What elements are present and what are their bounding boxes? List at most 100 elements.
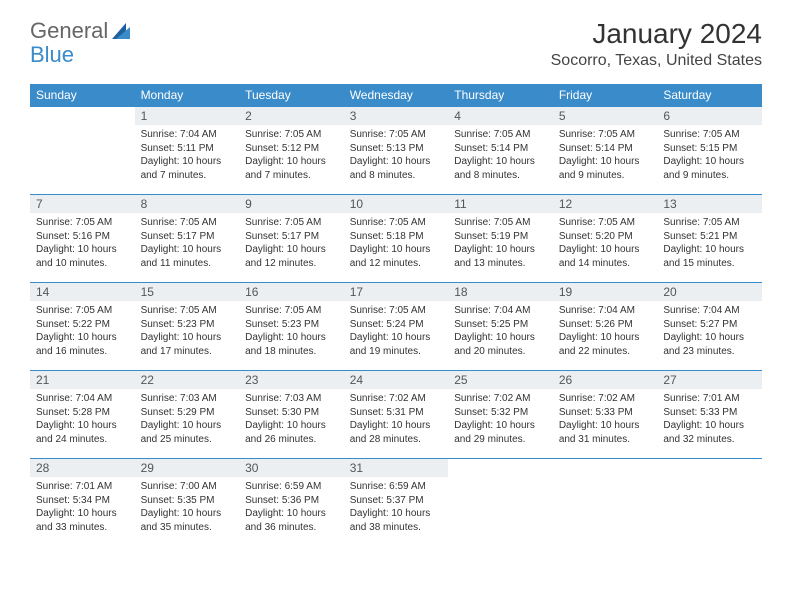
day-number: 2 (239, 107, 344, 125)
month-title: January 2024 (551, 18, 762, 50)
day-number: 29 (135, 459, 240, 477)
logo: General (30, 18, 132, 44)
day-number: 31 (344, 459, 449, 477)
title-block: January 2024 Socorro, Texas, United Stat… (551, 18, 762, 70)
day-number: 15 (135, 283, 240, 301)
day-details: Sunrise: 7:05 AMSunset: 5:23 PMDaylight:… (239, 301, 344, 361)
calendar-day-cell: 7Sunrise: 7:05 AMSunset: 5:16 PMDaylight… (30, 195, 135, 283)
day-details: Sunrise: 7:05 AMSunset: 5:20 PMDaylight:… (553, 213, 658, 273)
calendar-day-cell: 15Sunrise: 7:05 AMSunset: 5:23 PMDayligh… (135, 283, 240, 371)
day-number: 5 (553, 107, 658, 125)
day-details: Sunrise: 7:02 AMSunset: 5:31 PMDaylight:… (344, 389, 449, 449)
calendar-day-cell: 10Sunrise: 7:05 AMSunset: 5:18 PMDayligh… (344, 195, 449, 283)
day-number: 17 (344, 283, 449, 301)
logo-sail-icon (110, 21, 132, 41)
day-of-week-header: Sunday (30, 84, 135, 107)
day-details: Sunrise: 7:00 AMSunset: 5:35 PMDaylight:… (135, 477, 240, 537)
day-number: 25 (448, 371, 553, 389)
calendar-day-cell: 12Sunrise: 7:05 AMSunset: 5:20 PMDayligh… (553, 195, 658, 283)
calendar-day-cell: 5Sunrise: 7:05 AMSunset: 5:14 PMDaylight… (553, 107, 658, 195)
calendar-day-cell: 13Sunrise: 7:05 AMSunset: 5:21 PMDayligh… (657, 195, 762, 283)
calendar-day-cell (657, 459, 762, 547)
calendar-week-row: 7Sunrise: 7:05 AMSunset: 5:16 PMDaylight… (30, 195, 762, 283)
day-details: Sunrise: 7:01 AMSunset: 5:34 PMDaylight:… (30, 477, 135, 537)
calendar-day-cell: 2Sunrise: 7:05 AMSunset: 5:12 PMDaylight… (239, 107, 344, 195)
day-details: Sunrise: 7:04 AMSunset: 5:25 PMDaylight:… (448, 301, 553, 361)
day-details: Sunrise: 7:05 AMSunset: 5:24 PMDaylight:… (344, 301, 449, 361)
calendar-day-cell: 29Sunrise: 7:00 AMSunset: 5:35 PMDayligh… (135, 459, 240, 547)
day-details: Sunrise: 7:05 AMSunset: 5:23 PMDaylight:… (135, 301, 240, 361)
day-of-week-header: Friday (553, 84, 658, 107)
logo-text-1: General (30, 18, 108, 44)
calendar-day-cell: 26Sunrise: 7:02 AMSunset: 5:33 PMDayligh… (553, 371, 658, 459)
day-details: Sunrise: 7:04 AMSunset: 5:27 PMDaylight:… (657, 301, 762, 361)
day-details: Sunrise: 7:05 AMSunset: 5:16 PMDaylight:… (30, 213, 135, 273)
calendar-day-cell: 20Sunrise: 7:04 AMSunset: 5:27 PMDayligh… (657, 283, 762, 371)
calendar-day-cell: 3Sunrise: 7:05 AMSunset: 5:13 PMDaylight… (344, 107, 449, 195)
calendar-day-cell (448, 459, 553, 547)
calendar-day-cell: 16Sunrise: 7:05 AMSunset: 5:23 PMDayligh… (239, 283, 344, 371)
calendar-day-cell: 1Sunrise: 7:04 AMSunset: 5:11 PMDaylight… (135, 107, 240, 195)
calendar-day-cell (30, 107, 135, 195)
calendar-day-cell: 6Sunrise: 7:05 AMSunset: 5:15 PMDaylight… (657, 107, 762, 195)
calendar-body: 1Sunrise: 7:04 AMSunset: 5:11 PMDaylight… (30, 107, 762, 547)
day-details: Sunrise: 7:03 AMSunset: 5:29 PMDaylight:… (135, 389, 240, 449)
day-details: Sunrise: 6:59 AMSunset: 5:37 PMDaylight:… (344, 477, 449, 537)
day-number: 26 (553, 371, 658, 389)
calendar-day-cell: 22Sunrise: 7:03 AMSunset: 5:29 PMDayligh… (135, 371, 240, 459)
day-details: Sunrise: 7:05 AMSunset: 5:17 PMDaylight:… (239, 213, 344, 273)
day-number: 4 (448, 107, 553, 125)
calendar-day-cell: 14Sunrise: 7:05 AMSunset: 5:22 PMDayligh… (30, 283, 135, 371)
calendar-day-cell: 8Sunrise: 7:05 AMSunset: 5:17 PMDaylight… (135, 195, 240, 283)
day-number: 6 (657, 107, 762, 125)
day-details: Sunrise: 7:04 AMSunset: 5:11 PMDaylight:… (135, 125, 240, 185)
day-details: Sunrise: 7:05 AMSunset: 5:15 PMDaylight:… (657, 125, 762, 185)
calendar-day-cell: 4Sunrise: 7:05 AMSunset: 5:14 PMDaylight… (448, 107, 553, 195)
calendar-day-cell: 24Sunrise: 7:02 AMSunset: 5:31 PMDayligh… (344, 371, 449, 459)
day-number: 10 (344, 195, 449, 213)
day-number: 22 (135, 371, 240, 389)
day-details: Sunrise: 7:02 AMSunset: 5:32 PMDaylight:… (448, 389, 553, 449)
calendar-week-row: 1Sunrise: 7:04 AMSunset: 5:11 PMDaylight… (30, 107, 762, 195)
day-of-week-row: SundayMondayTuesdayWednesdayThursdayFrid… (30, 84, 762, 107)
day-number: 12 (553, 195, 658, 213)
day-details: Sunrise: 7:05 AMSunset: 5:19 PMDaylight:… (448, 213, 553, 273)
calendar-day-cell: 18Sunrise: 7:04 AMSunset: 5:25 PMDayligh… (448, 283, 553, 371)
calendar-day-cell (553, 459, 658, 547)
calendar-day-cell: 27Sunrise: 7:01 AMSunset: 5:33 PMDayligh… (657, 371, 762, 459)
day-number: 23 (239, 371, 344, 389)
calendar-day-cell: 11Sunrise: 7:05 AMSunset: 5:19 PMDayligh… (448, 195, 553, 283)
day-number: 20 (657, 283, 762, 301)
day-of-week-header: Monday (135, 84, 240, 107)
day-number: 11 (448, 195, 553, 213)
calendar-day-cell: 19Sunrise: 7:04 AMSunset: 5:26 PMDayligh… (553, 283, 658, 371)
calendar-day-cell: 31Sunrise: 6:59 AMSunset: 5:37 PMDayligh… (344, 459, 449, 547)
day-number: 7 (30, 195, 135, 213)
day-details: Sunrise: 7:04 AMSunset: 5:26 PMDaylight:… (553, 301, 658, 361)
calendar-week-row: 21Sunrise: 7:04 AMSunset: 5:28 PMDayligh… (30, 371, 762, 459)
calendar-day-cell: 23Sunrise: 7:03 AMSunset: 5:30 PMDayligh… (239, 371, 344, 459)
calendar-day-cell: 25Sunrise: 7:02 AMSunset: 5:32 PMDayligh… (448, 371, 553, 459)
day-details: Sunrise: 7:05 AMSunset: 5:14 PMDaylight:… (553, 125, 658, 185)
location: Socorro, Texas, United States (551, 52, 762, 70)
day-number: 1 (135, 107, 240, 125)
day-details: Sunrise: 7:02 AMSunset: 5:33 PMDaylight:… (553, 389, 658, 449)
calendar-day-cell: 30Sunrise: 6:59 AMSunset: 5:36 PMDayligh… (239, 459, 344, 547)
day-details: Sunrise: 7:05 AMSunset: 5:22 PMDaylight:… (30, 301, 135, 361)
calendar-table: SundayMondayTuesdayWednesdayThursdayFrid… (30, 84, 762, 547)
day-details: Sunrise: 7:05 AMSunset: 5:18 PMDaylight:… (344, 213, 449, 273)
day-number: 19 (553, 283, 658, 301)
day-details: Sunrise: 7:05 AMSunset: 5:13 PMDaylight:… (344, 125, 449, 185)
day-number: 27 (657, 371, 762, 389)
calendar-week-row: 28Sunrise: 7:01 AMSunset: 5:34 PMDayligh… (30, 459, 762, 547)
day-number: 18 (448, 283, 553, 301)
day-number: 9 (239, 195, 344, 213)
day-details: Sunrise: 7:03 AMSunset: 5:30 PMDaylight:… (239, 389, 344, 449)
day-details: Sunrise: 7:05 AMSunset: 5:12 PMDaylight:… (239, 125, 344, 185)
day-details: Sunrise: 7:05 AMSunset: 5:14 PMDaylight:… (448, 125, 553, 185)
calendar-day-cell: 9Sunrise: 7:05 AMSunset: 5:17 PMDaylight… (239, 195, 344, 283)
day-details: Sunrise: 7:04 AMSunset: 5:28 PMDaylight:… (30, 389, 135, 449)
day-details: Sunrise: 7:05 AMSunset: 5:21 PMDaylight:… (657, 213, 762, 273)
day-details: Sunrise: 6:59 AMSunset: 5:36 PMDaylight:… (239, 477, 344, 537)
day-number: 28 (30, 459, 135, 477)
